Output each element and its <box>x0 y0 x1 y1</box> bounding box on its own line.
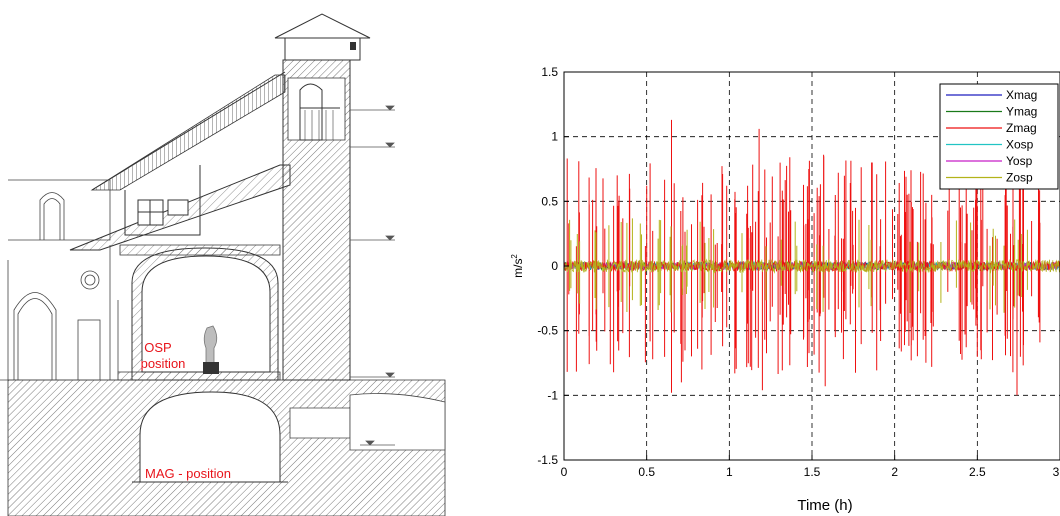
legend-label: Xosp <box>1006 138 1034 152</box>
acceleration-chart: 0 0.5 1 1.5 2 2.5 3 -1.5 -1 -0.5 0 0.5 1 1.5 Xmag Ymag… <box>510 65 1060 514</box>
x-tick-label: 2.5 <box>969 465 986 479</box>
y-tick-label: -0.5 <box>537 324 558 338</box>
series-zosp <box>564 218 1060 313</box>
church-facade <box>0 179 119 381</box>
y-axis-label-unit: m/s <box>511 259 525 278</box>
lower-vault-room <box>117 247 281 381</box>
legend-label: Yosp <box>1006 154 1033 168</box>
y-axis-label: m/s2 <box>510 254 525 278</box>
series-spikes <box>569 218 1028 313</box>
building-section-drawing: OSP position MAG - position <box>0 13 446 516</box>
legend-label: Ymag <box>1006 105 1037 119</box>
x-tick-label: 1 <box>726 465 733 479</box>
tower <box>274 13 371 381</box>
plot-series <box>564 119 1060 396</box>
legend-label: Zmag <box>1006 121 1037 135</box>
x-tick-label: 0.5 <box>638 465 655 479</box>
y-tick-label: 0 <box>551 259 558 273</box>
chart-legend: Xmag Ymag Zmag Xosp Yosp Zosp <box>939 83 1059 190</box>
y-axis-label-exponent: 2 <box>510 254 519 259</box>
ground-mass <box>7 379 446 516</box>
series-noise-line <box>564 258 1060 274</box>
x-tick-label: 3 <box>1053 465 1060 479</box>
roof <box>90 71 286 191</box>
y-tick-label: -1 <box>547 388 558 402</box>
osp-sensor-icon <box>203 325 219 374</box>
osp-label-line2: position <box>141 356 186 371</box>
y-tick-label: 0.5 <box>541 194 558 208</box>
upper-house <box>124 165 201 236</box>
y-tick-label: -1.5 <box>537 453 558 467</box>
legend-box <box>939 83 1059 190</box>
x-tick-label: 2 <box>891 465 898 479</box>
y-tick-label: 1.5 <box>541 65 558 79</box>
x-axis-label: Time (h) <box>797 497 852 514</box>
level-markers <box>350 105 395 446</box>
axis-ticks: 0 0.5 1 1.5 2 2.5 3 -1.5 -1 -0.5 0 0.5 1 1.5 <box>537 65 1060 479</box>
x-tick-label: 1.5 <box>804 465 821 479</box>
y-tick-label: 1 <box>551 130 558 144</box>
legend-label: Zosp <box>1006 171 1033 185</box>
osp-label-line1: OSP <box>144 340 171 355</box>
svg-text:m/s2: m/s2 <box>510 254 525 278</box>
legend-label: Xmag <box>1006 88 1037 102</box>
mag-label: MAG - position <box>145 466 231 481</box>
x-tick-label: 0 <box>561 465 568 479</box>
